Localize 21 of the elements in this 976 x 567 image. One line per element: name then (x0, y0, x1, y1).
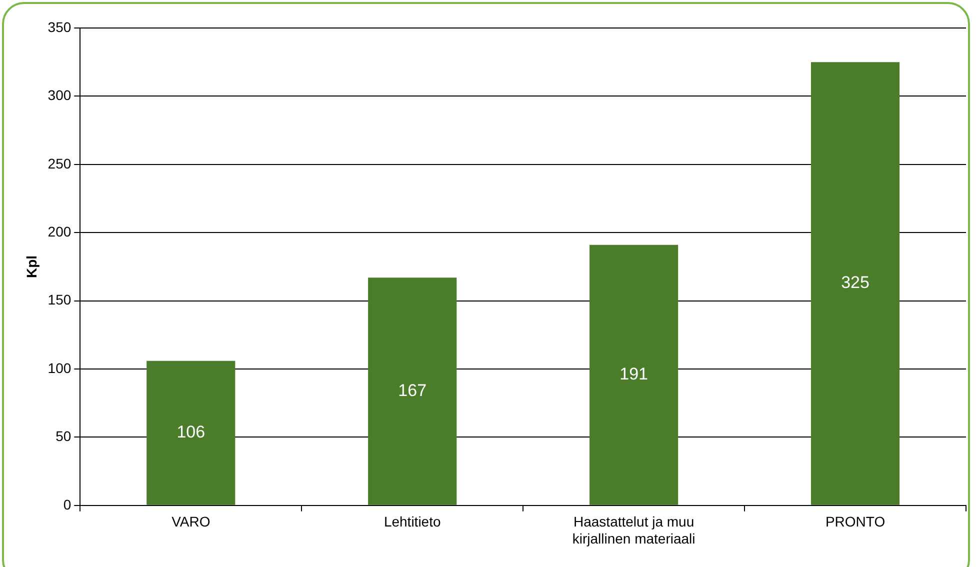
y-tick-label: 150 (48, 292, 72, 308)
y-tick-label: 350 (48, 18, 72, 35)
data-label: 325 (841, 273, 870, 292)
x-tick-label: Lehtitieto (384, 514, 441, 530)
y-tick-label: 100 (48, 360, 72, 376)
x-tick-label: VARO (172, 514, 210, 530)
x-tick-label: Haastattelut ja muu kirjallinen materiaali (572, 514, 696, 546)
y-tick-label: 300 (48, 87, 72, 104)
y-tick-label: 200 (48, 223, 72, 240)
y-tick-label: 250 (48, 155, 72, 172)
bar (368, 278, 457, 505)
y-axis-title: Kpl (23, 255, 40, 278)
data-label: 106 (176, 422, 206, 442)
y-tick-label: 50 (56, 428, 72, 444)
bar (590, 244, 678, 505)
y-tick-label: 0 (63, 496, 72, 512)
x-tick-label: PRONTO (825, 514, 886, 530)
data-label: 167 (398, 380, 427, 400)
bar (810, 62, 900, 505)
bar (146, 360, 236, 505)
data-label: 191 (620, 364, 648, 384)
